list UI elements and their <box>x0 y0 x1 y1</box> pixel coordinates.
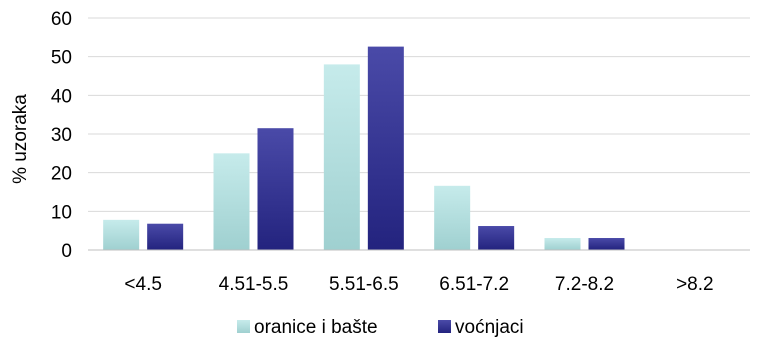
bar-vocnjaci-2 <box>367 46 404 250</box>
y-tick-label: 0 <box>61 241 72 262</box>
bar-oranice-0 <box>103 219 140 250</box>
y-tick-label: 10 <box>51 202 72 223</box>
y-tick-label: 30 <box>51 125 72 146</box>
x-axis-ticks: <4.5 4.51-5.5 5.51-6.5 6.51-7.2 7.2-8.2 >8.2 <box>124 274 713 295</box>
legend-label: oranice i bašte <box>254 317 378 338</box>
bar-vocnjaci-0 <box>147 223 184 250</box>
bar-vocnjaci-3 <box>478 226 515 250</box>
bar-oranice-2 <box>323 64 360 251</box>
bar-oranice-3 <box>434 185 471 250</box>
y-tick-label: 60 <box>51 9 72 30</box>
x-tick-label: 5.51-6.5 <box>329 274 399 295</box>
bar-oranice-4 <box>544 238 581 250</box>
legend-swatch <box>237 320 250 333</box>
bars <box>103 46 625 251</box>
x-tick-label: >8.2 <box>676 274 714 295</box>
x-tick-label: <4.5 <box>124 274 162 295</box>
legend-swatch <box>438 320 451 333</box>
bar-vocnjaci-4 <box>588 238 625 250</box>
y-tick-label: 40 <box>51 86 72 107</box>
x-tick-label: 6.51-7.2 <box>439 274 509 295</box>
y-tick-label: 50 <box>51 48 72 69</box>
legend-label: voćnjaci <box>455 317 524 338</box>
gridlines <box>88 17 750 212</box>
y-axis-title: % uzoraka <box>10 94 31 184</box>
y-axis-ticks: 0 10 20 30 40 50 60 <box>51 9 72 262</box>
x-tick-label: 7.2-8.2 <box>555 274 614 295</box>
bar-oranice-1 <box>213 153 250 250</box>
y-tick-label: 20 <box>51 164 72 185</box>
legend: oranice i bašte voćnjaci <box>237 317 524 338</box>
bar-vocnjaci-1 <box>257 128 294 250</box>
x-tick-label: 4.51-5.5 <box>219 274 289 295</box>
